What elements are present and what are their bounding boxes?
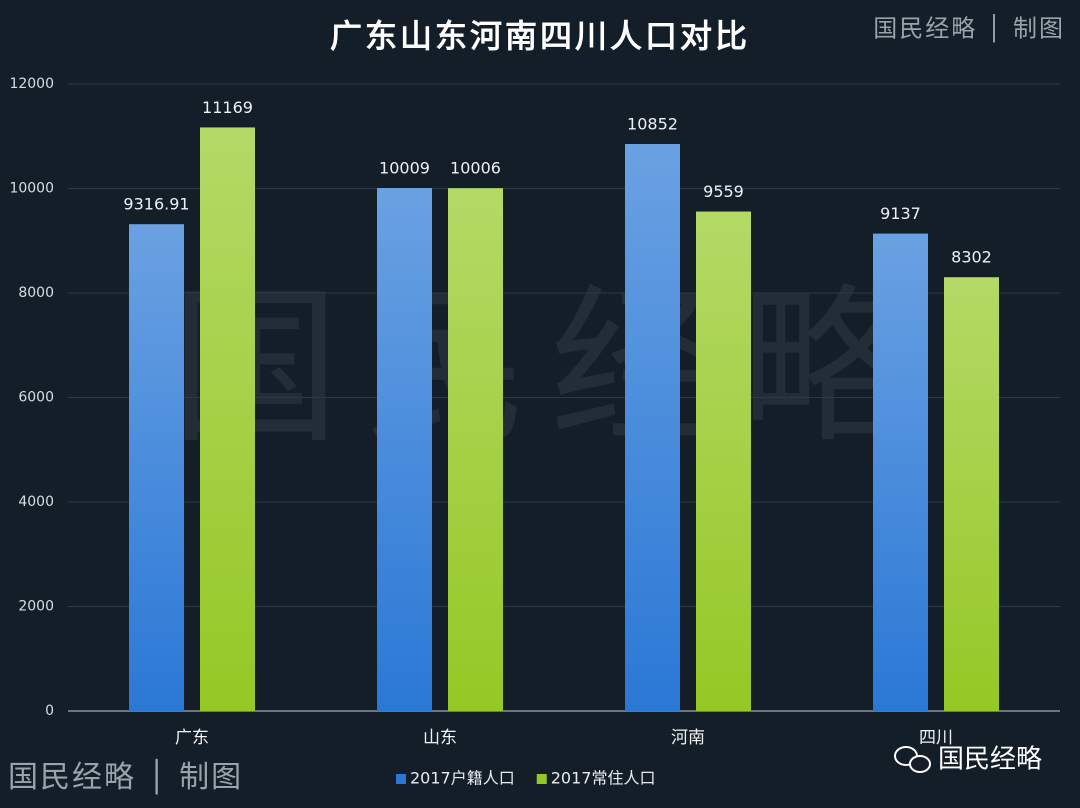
x-tick-label: 四川: [919, 728, 953, 748]
y-tick-label: 4000: [18, 494, 54, 510]
watermark-bottom: 国民经略 │ 制图: [8, 758, 243, 795]
y-tick-label: 6000: [18, 390, 54, 406]
value-label: 9316.91: [123, 195, 189, 214]
y-tick-label: 10000: [9, 181, 54, 197]
value-label: 8302: [951, 248, 992, 267]
legend-label: 2017常住人口: [551, 769, 656, 788]
x-tick-label: 广东: [175, 728, 209, 748]
y-tick-label: 0: [45, 703, 54, 719]
bar: [377, 188, 432, 711]
bar: [696, 211, 751, 712]
chart-title: 广东山东河南四川人口对比: [330, 17, 750, 55]
value-label: 10852: [627, 114, 678, 133]
wechat-icon: [894, 746, 931, 773]
x-tick-label: 河南: [671, 728, 705, 748]
value-label: 11169: [202, 98, 253, 117]
y-tick-label: 2000: [18, 599, 54, 615]
value-label: 9137: [880, 204, 921, 223]
y-tick-label: 8000: [18, 285, 54, 301]
watermark-large: 国民经略: [170, 269, 930, 467]
legend-swatch: [536, 774, 547, 784]
bar: [873, 233, 928, 712]
watermark-top: 国民经略 │ 制图: [873, 14, 1065, 43]
bar: [129, 224, 184, 711]
bar: [448, 188, 503, 711]
x-tick-label: 山东: [423, 728, 457, 748]
value-label: 10009: [379, 159, 430, 178]
bar: [200, 127, 255, 712]
watermark-brand: 国民经略: [938, 745, 1042, 775]
legend-swatch: [396, 774, 406, 784]
value-label: 9559: [703, 182, 744, 201]
value-label: 10006: [450, 159, 501, 178]
y-tick-label: 12000: [9, 76, 54, 92]
bar: [625, 143, 680, 711]
bar: [944, 277, 999, 711]
legend-label: 2017户籍人口: [410, 769, 515, 788]
